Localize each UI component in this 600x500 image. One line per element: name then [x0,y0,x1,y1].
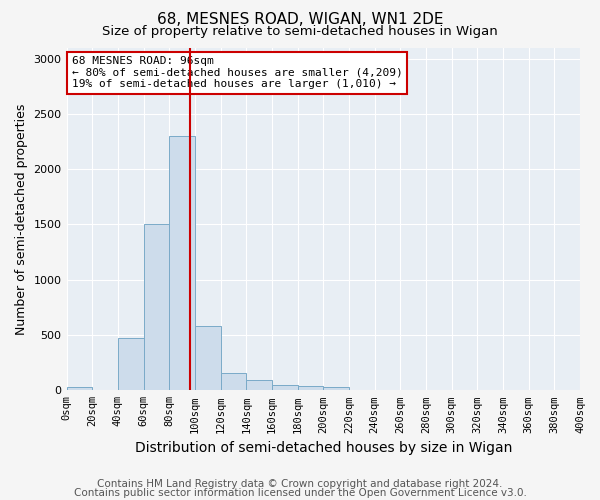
Bar [272,385,298,390]
Bar [169,136,195,390]
Bar [246,380,272,390]
Text: Size of property relative to semi-detached houses in Wigan: Size of property relative to semi-detach… [102,25,498,38]
Y-axis label: Number of semi-detached properties: Number of semi-detached properties [15,103,28,334]
Text: Contains HM Land Registry data © Crown copyright and database right 2024.: Contains HM Land Registry data © Crown c… [97,479,503,489]
X-axis label: Distribution of semi-detached houses by size in Wigan: Distribution of semi-detached houses by … [134,441,512,455]
Bar [67,387,92,390]
Text: 68, MESNES ROAD, WIGAN, WN1 2DE: 68, MESNES ROAD, WIGAN, WN1 2DE [157,12,443,28]
Text: 68 MESNES ROAD: 96sqm
← 80% of semi-detached houses are smaller (4,209)
19% of s: 68 MESNES ROAD: 96sqm ← 80% of semi-deta… [71,56,403,90]
Bar [195,326,221,390]
Text: Contains public sector information licensed under the Open Government Licence v3: Contains public sector information licen… [74,488,526,498]
Bar [143,224,169,390]
Bar [298,386,323,390]
Bar [118,338,143,390]
Bar [323,387,349,390]
Bar [221,373,246,390]
